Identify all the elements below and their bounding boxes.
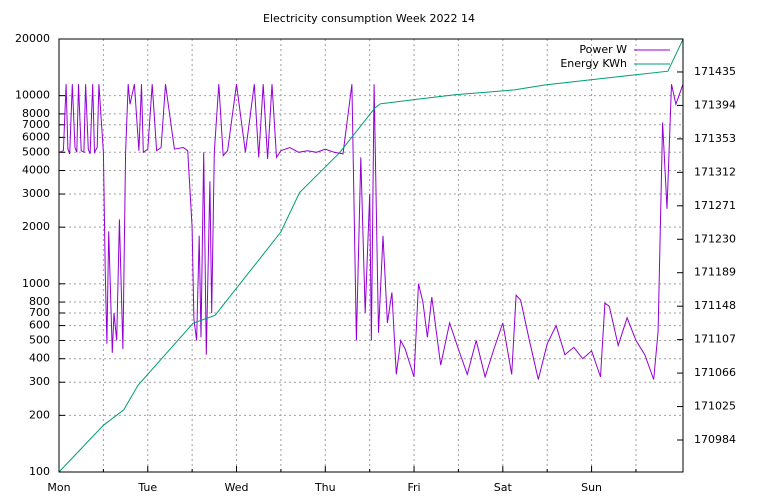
- y2-tick-label: 171312: [694, 165, 736, 178]
- y-tick-label: 7000: [22, 118, 50, 131]
- x-tick-label: Tue: [137, 481, 157, 494]
- y-tick-label: 4000: [22, 164, 50, 177]
- x-tick-label: Sun: [581, 481, 602, 494]
- x-tick-label: Sat: [494, 481, 513, 494]
- y-tick-label: 1000: [22, 277, 50, 290]
- legend-label: Power W: [579, 43, 627, 56]
- y-tick-label: 6000: [22, 130, 50, 143]
- y-tick-label: 20000: [15, 32, 50, 45]
- x-tick-label: Fri: [407, 481, 420, 494]
- y2-tick-label: 171394: [694, 98, 736, 111]
- y2-tick-label: 171148: [694, 299, 736, 312]
- plot-border: [58, 38, 684, 473]
- x-tick-label: Wed: [225, 481, 249, 494]
- y2-tick-label: 171107: [694, 333, 736, 346]
- y-tick-label: 700: [29, 306, 50, 319]
- y-tick-label: 3000: [22, 187, 50, 200]
- y2-tick-label: 171066: [694, 366, 736, 379]
- y-tick-label: 5000: [22, 145, 50, 158]
- y-tick-label: 300: [29, 375, 50, 388]
- y2-tick-label: 171230: [694, 232, 736, 245]
- series-line: [58, 39, 684, 473]
- y-tick-label: 500: [29, 333, 50, 346]
- y-tick-label: 600: [29, 319, 50, 332]
- chart-title: Electricity consumption Week 2022 14: [263, 12, 475, 25]
- y-tick-label: 200: [29, 408, 50, 421]
- y2-tick-label: 171189: [694, 266, 736, 279]
- y2-tick-label: 171025: [694, 400, 736, 413]
- y-tick-label: 8000: [22, 107, 50, 120]
- legend-label: Energy KWh: [560, 57, 627, 70]
- x-tick-label: Thu: [314, 481, 336, 494]
- y-tick-label: 400: [29, 352, 50, 365]
- y2-tick-label: 171435: [694, 65, 736, 78]
- y2-tick-label: 171271: [694, 199, 736, 212]
- y2-tick-label: 171353: [694, 132, 736, 145]
- y-tick-label: 2000: [22, 220, 50, 233]
- x-tick-label: Mon: [47, 481, 70, 494]
- y2-tick-label: 170984: [694, 433, 736, 446]
- y-tick-label: 10000: [15, 89, 50, 102]
- y-tick-label: 800: [29, 295, 50, 308]
- y-tick-label: 100: [29, 465, 50, 478]
- series-line: [58, 84, 684, 380]
